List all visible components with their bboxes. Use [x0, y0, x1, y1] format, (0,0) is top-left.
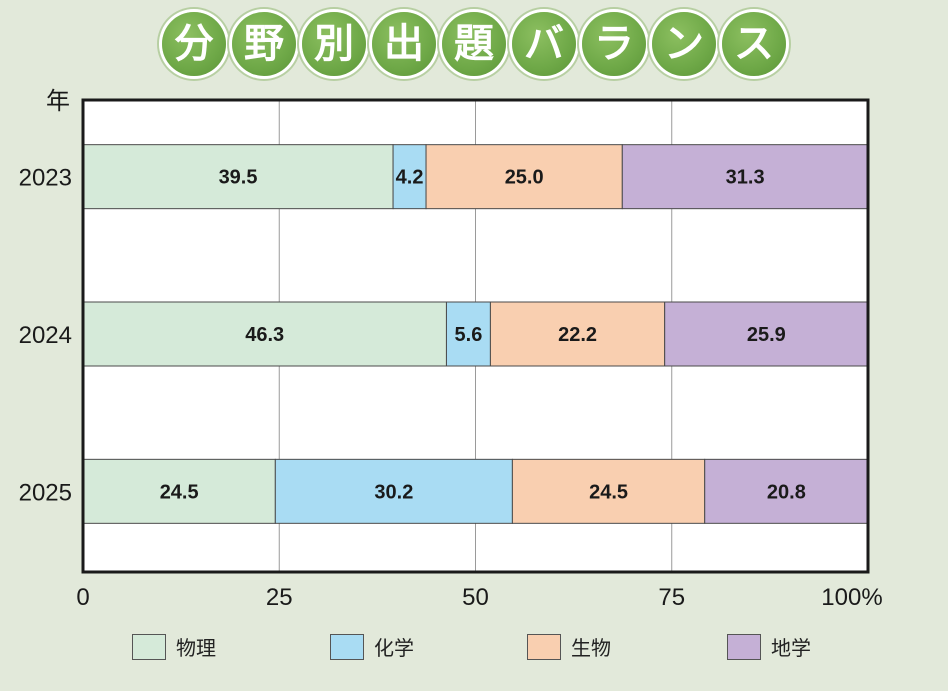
data-label: 22.2: [558, 324, 597, 346]
data-label: 25.0: [505, 167, 544, 189]
legend-label: 地学: [771, 636, 811, 660]
title-char: バ: [512, 12, 576, 76]
x-tick-label: 25: [266, 584, 293, 611]
x-tick-label: 100%: [821, 584, 882, 611]
title-char: ン: [652, 12, 716, 76]
y-tick-label: 2025: [19, 479, 72, 506]
bar-segment: [664, 301, 869, 367]
data-label: 5.6: [455, 324, 483, 346]
x-tick-label: 75: [658, 584, 685, 611]
legend-item: 物理: [132, 632, 216, 661]
legend: 物理 化学 生物 地学: [0, 632, 948, 668]
bar-segment: [511, 458, 706, 524]
title-char: 分: [162, 12, 226, 76]
legend-item: 生物: [527, 632, 611, 661]
y-tick-label: 2023: [19, 165, 72, 192]
legend-swatch: [330, 633, 364, 660]
data-label: 31.3: [726, 167, 765, 189]
data-label: 24.5: [589, 481, 628, 503]
legend-item: 化学: [330, 632, 414, 661]
title-char: ス: [722, 12, 786, 76]
stacked-bar-chart: 39.5 4.2 25.0 31.3 2023 46.3 5.6 22.2 25.9 2024 24…: [19, 87, 883, 611]
bar-segment: [489, 301, 666, 367]
x-tick-label: 50: [462, 584, 489, 611]
bar-segment: [82, 301, 447, 367]
bar-segment: [392, 144, 427, 210]
data-label: 39.5: [219, 167, 258, 189]
legend-swatch: [727, 633, 761, 660]
data-label: 20.8: [767, 481, 806, 503]
bar-segment: [82, 144, 394, 210]
bar-segment: [621, 144, 869, 210]
title-char: 別: [302, 12, 366, 76]
chart-title: 分野別出題バランス: [0, 12, 948, 86]
data-label: 46.3: [245, 324, 284, 346]
title-char: 出: [372, 12, 436, 76]
data-label: 30.2: [374, 481, 413, 503]
bar-segment: [445, 301, 491, 367]
bar-segment: [704, 458, 869, 524]
data-label: 25.9: [747, 324, 786, 346]
legend-item: 地学: [727, 632, 811, 661]
legend-swatch: [132, 633, 166, 660]
bar-segment: [82, 458, 276, 524]
legend-label: 物理: [176, 636, 216, 660]
bar-segment: [425, 144, 623, 210]
data-label: 24.5: [160, 481, 199, 503]
title-char: ラ: [582, 12, 646, 76]
y-tick-label: 2024: [19, 322, 72, 349]
legend-swatch: [527, 633, 561, 660]
plot-border: [81, 98, 870, 574]
y-axis-label: 年: [46, 87, 70, 115]
data-label: 4.2: [396, 167, 424, 189]
legend-label: 化学: [374, 636, 414, 660]
title-char: 野: [232, 12, 296, 76]
legend-label: 生物: [571, 636, 611, 660]
bar-segment: [274, 458, 513, 524]
x-tick-label: 0: [76, 584, 89, 611]
title-char: 題: [442, 12, 506, 76]
